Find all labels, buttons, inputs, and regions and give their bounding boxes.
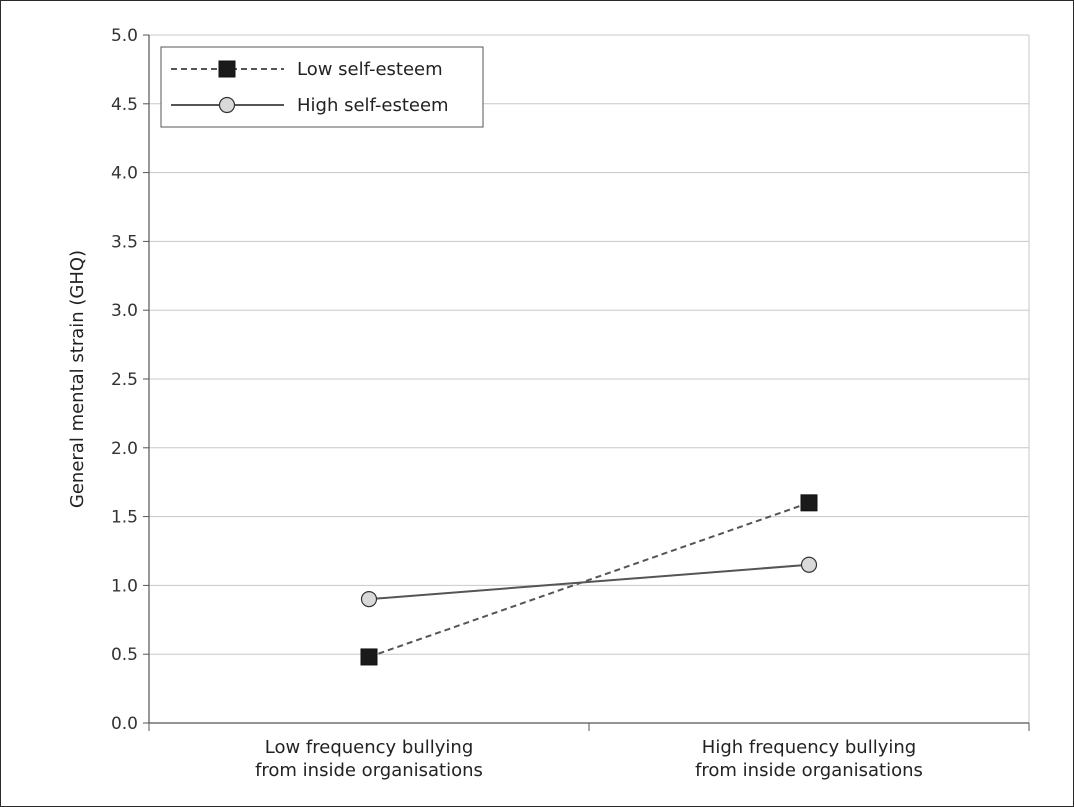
gridlines [149, 34, 1030, 723]
y-tick-label: 2.0 [111, 439, 138, 459]
x-category-label-line: from inside organisations [255, 760, 483, 781]
marker-square [800, 494, 818, 512]
y-axis-title: General mental strain (GHQ) [67, 250, 88, 508]
x-category-label: High frequency bullying from inside organ… [695, 737, 923, 781]
legend-box [160, 46, 484, 128]
series-layer [360, 494, 818, 666]
legend-label: Low self-esteem [297, 59, 443, 80]
x-category-label-line: Low frequency bullying [265, 737, 474, 758]
y-tick-label: 0.0 [111, 714, 138, 734]
marker-circle [800, 556, 818, 573]
y-tick-label: 1.5 [111, 508, 138, 528]
series-line [368, 563, 810, 601]
y-tick-label: 3.5 [111, 232, 138, 252]
marker-circle [360, 591, 378, 608]
y-tick-label: 4.5 [111, 95, 138, 115]
x-category-label-line: from inside organisations [695, 760, 923, 781]
x-category-label: Low frequency bullying from inside organi… [255, 737, 483, 781]
legend: Low self-esteem High self-esteem [160, 46, 484, 128]
legend-label: High self-esteem [297, 95, 449, 116]
marker-circle-legend [218, 96, 236, 114]
y-tick-label: 4.0 [111, 164, 138, 184]
marker-square-legend [218, 60, 236, 78]
y-tick-label: 2.5 [111, 370, 138, 390]
axes: 0.0 0.5 1.0 1.5 2.0 2.5 3.0 3.5 4.0 4.5 5.0 Low fre… [111, 26, 1030, 781]
y-tick-label: 0.5 [111, 645, 138, 665]
marker-square [360, 648, 378, 666]
x-category-label-line: High frequency bullying [702, 737, 916, 758]
series-line [368, 501, 810, 658]
y-tick-label: 5.0 [111, 26, 138, 46]
y-tick-label: 3.0 [111, 301, 138, 321]
y-tick-label: 1.0 [111, 576, 138, 596]
